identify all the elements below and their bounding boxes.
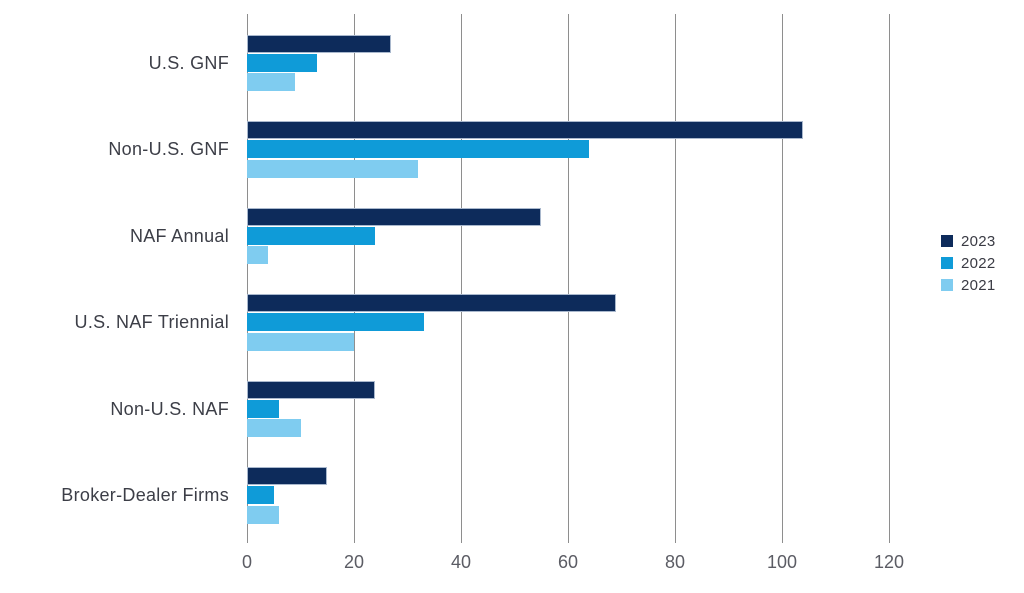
legend-swatch-2021 [941,279,953,291]
category-label-naf-annual: NAF Annual [129,226,229,246]
gridline-x-120 [889,14,890,543]
plot-area [247,14,907,543]
bar-2021-broker-dealer-firms [247,505,279,524]
x-tick-label-120: 120 [873,552,905,572]
legend-label-2022: 2022 [961,254,996,272]
legend-item-2023: 2023 [941,230,996,252]
x-tick-label-80: 80 [664,552,686,572]
bar-2021-non-u-s-naf [247,419,301,438]
x-tick-label-0: 0 [241,552,252,572]
gridline-x-60 [568,14,569,543]
x-tick-label-40: 40 [450,552,472,572]
gridline-x-40 [461,14,462,543]
legend-swatch-2023 [941,235,953,247]
legend-item-2021: 2021 [941,274,996,296]
bar-2023-u-s-naf-triennial [247,294,616,312]
gridline-x-80 [675,14,676,543]
bar-2021-naf-annual [247,246,268,265]
bar-2022-u-s-naf-triennial [247,313,424,332]
bar-2023-u-s-gnf [247,34,391,53]
legend-item-2022: 2022 [941,252,996,274]
bar-2022-naf-annual [247,226,375,245]
legend-label-2021: 2021 [961,276,996,294]
bar-2022-non-u-s-naf [247,399,279,418]
bar-2021-non-u-s-gnf [247,159,418,178]
bar-2023-broker-dealer-firms [247,467,327,485]
category-label-u-s-gnf: U.S. GNF [148,53,229,73]
x-tick-label-60: 60 [557,552,579,572]
legend: 2023 2022 2021 [941,230,996,296]
gridline-x-0 [247,14,248,543]
x-tick-label-20: 20 [343,552,365,572]
gridline-x-20 [354,14,355,543]
bar-2023-non-u-s-naf [247,380,375,399]
x-tick-label-100: 100 [766,552,798,572]
bar-2023-naf-annual [247,207,541,226]
gridline-x-100 [782,14,783,543]
bar-2022-u-s-gnf [247,53,317,72]
bar-2023-non-u-s-gnf [247,121,803,139]
category-label-u-s-naf-triennial: U.S. NAF Triennial [74,312,229,332]
legend-label-2023: 2023 [961,232,996,250]
bar-2022-broker-dealer-firms [247,486,274,505]
bar-2022-non-u-s-gnf [247,140,589,159]
category-label-non-u-s-naf: Non-U.S. NAF [110,399,229,419]
category-label-non-u-s-gnf: Non-U.S. GNF [108,139,229,159]
bar-2021-u-s-naf-triennial [247,332,354,351]
category-label-broker-dealer-firms: Broker-Dealer Firms [61,485,229,505]
legend-swatch-2022 [941,257,953,269]
bar-2021-u-s-gnf [247,73,295,92]
